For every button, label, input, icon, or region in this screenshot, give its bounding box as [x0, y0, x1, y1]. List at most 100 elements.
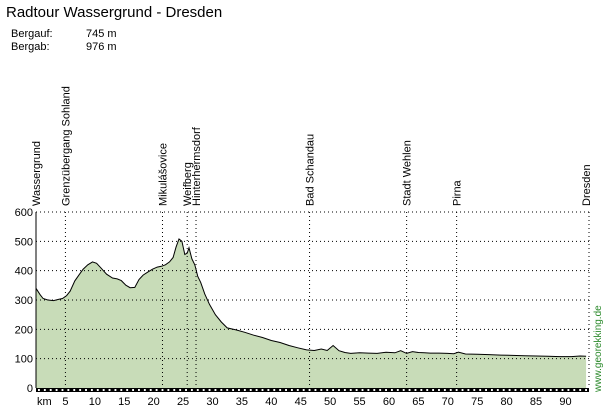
km-ruler-gap	[367, 389, 370, 391]
x-tick-label: 65	[412, 396, 424, 408]
x-tick-label: 35	[236, 396, 248, 408]
km-ruler-gap	[255, 389, 258, 391]
km-ruler-gap	[190, 389, 193, 391]
x-tick-label: 60	[383, 396, 395, 408]
km-ruler	[36, 388, 589, 392]
km-ruler-gap	[114, 389, 117, 391]
km-ruler-gap	[43, 389, 46, 391]
km-ruler-gap	[490, 389, 493, 391]
km-ruler-gap	[343, 389, 346, 391]
km-ruler-gap	[143, 389, 146, 391]
y-tick-label: 200	[15, 324, 33, 336]
km-ruler-gap	[549, 389, 552, 391]
km-ruler-gap	[132, 389, 135, 391]
km-ruler-gap	[243, 389, 246, 391]
km-ruler-gap	[302, 389, 305, 391]
km-ruler-gap	[432, 389, 435, 391]
km-ruler-gap	[414, 389, 417, 391]
km-ruler-gap	[573, 389, 576, 391]
descent-stat: Bergab: 976 m	[11, 41, 117, 53]
km-ruler-gap	[332, 389, 335, 391]
km-ruler-gap	[520, 389, 523, 391]
km-ruler-gap	[61, 389, 64, 391]
km-ruler-gap	[561, 389, 564, 391]
km-ruler-gap	[420, 389, 423, 391]
km-ruler-gap	[67, 389, 70, 391]
km-ruler-gap	[538, 389, 540, 391]
x-tick-label: 50	[324, 396, 336, 408]
km-ruler-gap	[96, 389, 99, 391]
waypoint-label: Mikulášovice	[157, 143, 169, 206]
km-ruler-gap	[320, 389, 323, 391]
x-tick-label: 70	[442, 396, 454, 408]
km-ruler-gap	[138, 389, 140, 391]
km-ruler-gap	[285, 389, 287, 391]
x-axis-label: km	[37, 396, 52, 408]
km-ruler-gap	[567, 389, 570, 391]
elevation-line	[35, 238, 587, 358]
km-ruler-gap	[349, 389, 352, 391]
km-ruler-gap	[102, 389, 105, 391]
km-ruler-gap	[438, 389, 440, 391]
y-tick-label: 400	[15, 266, 33, 278]
waypoint-label: Wassergrund	[31, 141, 43, 206]
km-ruler-gap	[267, 389, 270, 391]
km-ruler-gap	[167, 389, 170, 391]
km-ruler-gap	[214, 389, 217, 391]
y-tick-label: 600	[15, 207, 33, 219]
km-ruler-gap	[467, 389, 470, 391]
chart-title: Radtour Wassergrund - Dresden	[6, 4, 223, 21]
y-tick-label: 100	[15, 354, 33, 366]
km-ruler-gap	[390, 389, 393, 391]
descent-label: Bergab:	[11, 41, 50, 53]
km-ruler-gap	[149, 389, 152, 391]
y-tick-label: 300	[15, 295, 33, 307]
x-tick-label: 55	[353, 396, 365, 408]
climb-value: 745 m	[86, 28, 117, 40]
waypoint-label: Pirna	[452, 179, 464, 206]
km-ruler-gap	[173, 389, 176, 391]
km-ruler-gap	[208, 389, 211, 391]
km-ruler-gap	[308, 389, 311, 391]
km-ruler-gap	[55, 389, 58, 391]
waypoint-label: Weifberg	[182, 162, 194, 206]
km-ruler-gap	[249, 389, 252, 391]
km-ruler-gap	[202, 389, 205, 391]
x-tick-label: 25	[177, 396, 189, 408]
km-ruler-gap	[290, 389, 293, 391]
km-ruler-gap	[449, 389, 452, 391]
x-tick-label: 10	[89, 396, 101, 408]
km-ruler-gap	[396, 389, 399, 391]
km-ruler-gap	[196, 389, 199, 391]
km-ruler-gap	[220, 389, 223, 391]
km-ruler-gap	[385, 389, 387, 391]
waypoint-label: Stadt Wehlen	[402, 140, 414, 206]
climb-label: Bergauf:	[11, 28, 53, 40]
km-ruler-gap	[73, 389, 76, 391]
km-ruler-gap	[479, 389, 482, 391]
waypoint-label: Hinterhermsdorf	[191, 126, 203, 206]
km-ruler-gap	[443, 389, 446, 391]
x-tick-label: 20	[148, 396, 160, 408]
km-ruler-gap	[126, 389, 129, 391]
km-ruler-gap	[49, 389, 52, 391]
waypoint-label: Dresden	[581, 164, 593, 206]
km-ruler-gap	[179, 389, 182, 391]
km-ruler-gap	[238, 389, 240, 391]
km-ruler-gap	[90, 389, 93, 391]
x-tick-label: 90	[559, 396, 571, 408]
km-ruler-gap	[38, 389, 40, 391]
climb-stat: Bergauf: 745 m	[11, 28, 117, 40]
km-ruler-gap	[85, 389, 87, 391]
km-ruler-gap	[79, 389, 82, 391]
descent-value: 976 m	[86, 41, 117, 53]
km-ruler-gap	[355, 389, 358, 391]
km-ruler-gap	[314, 389, 317, 391]
km-ruler-gap	[379, 389, 382, 391]
km-ruler-gap	[402, 389, 405, 391]
km-ruler-gap	[426, 389, 429, 391]
km-ruler-gap	[508, 389, 511, 391]
km-ruler-gap	[461, 389, 464, 391]
x-tick-label: 80	[501, 396, 513, 408]
